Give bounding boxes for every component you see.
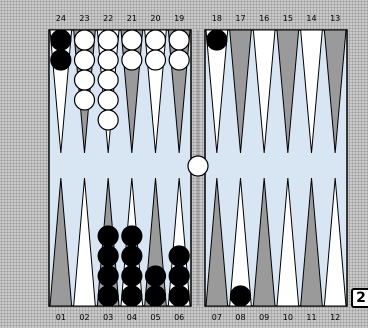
checker-white[interactable] — [144, 29, 167, 51]
point-07[interactable] — [205, 177, 229, 307]
checker-white[interactable] — [168, 29, 190, 51]
checker-black[interactable] — [97, 245, 119, 267]
checker-black[interactable] — [144, 285, 167, 307]
point-14[interactable] — [300, 29, 323, 154]
point-13[interactable] — [323, 29, 347, 154]
point-label-15: 15 — [283, 14, 293, 23]
checker-black[interactable] — [97, 285, 119, 307]
point-label-04: 04 — [127, 313, 137, 322]
checker-black[interactable] — [50, 49, 72, 71]
right-board-field — [204, 29, 348, 307]
point-17[interactable] — [229, 29, 252, 154]
checker-white[interactable] — [121, 29, 143, 51]
point-01[interactable] — [49, 177, 73, 307]
point-label-14: 14 — [306, 14, 316, 23]
checker-black[interactable] — [168, 285, 190, 307]
checker-white[interactable] — [97, 49, 119, 71]
checker-white[interactable] — [97, 69, 119, 91]
checker-black[interactable] — [206, 29, 228, 51]
left-board-field — [48, 29, 192, 307]
point-11[interactable] — [300, 177, 323, 307]
point-02[interactable] — [73, 177, 96, 307]
point-label-24: 24 — [56, 14, 66, 23]
checker-white[interactable] — [97, 89, 119, 111]
point-label-05: 05 — [150, 313, 160, 322]
checker-white[interactable] — [121, 49, 143, 71]
bar-checker-white[interactable] — [187, 155, 209, 177]
point-label-06: 06 — [174, 313, 184, 322]
checker-black[interactable] — [97, 265, 119, 287]
point-label-09: 09 — [259, 313, 269, 322]
point-label-12: 12 — [330, 313, 340, 322]
point-label-18: 18 — [212, 14, 222, 23]
checker-white[interactable] — [73, 69, 96, 91]
checker-black[interactable] — [168, 265, 190, 287]
checker-black[interactable] — [121, 225, 143, 247]
point-16[interactable] — [252, 29, 276, 154]
point-label-03: 03 — [103, 313, 113, 322]
checker-black[interactable] — [168, 245, 190, 267]
point-10[interactable] — [276, 177, 300, 307]
point-09[interactable] — [252, 177, 276, 307]
checker-black[interactable] — [50, 29, 72, 51]
checker-white[interactable] — [144, 49, 167, 71]
point-label-11: 11 — [306, 313, 316, 322]
point-label-01: 01 — [56, 313, 66, 322]
point-12[interactable] — [323, 177, 347, 307]
checker-white[interactable] — [97, 29, 119, 51]
checker-black[interactable] — [121, 265, 143, 287]
point-label-21: 21 — [127, 14, 137, 23]
doubling-cube[interactable]: 2 — [351, 288, 368, 308]
point-label-13: 13 — [330, 14, 340, 23]
point-label-23: 23 — [79, 14, 89, 23]
point-label-17: 17 — [235, 14, 245, 23]
checker-black[interactable] — [229, 285, 252, 307]
checker-white[interactable] — [73, 89, 96, 111]
checker-black[interactable] — [121, 285, 143, 307]
checker-white[interactable] — [73, 29, 96, 51]
point-label-19: 19 — [174, 14, 184, 23]
checker-white[interactable] — [97, 109, 119, 131]
point-label-08: 08 — [235, 313, 245, 322]
checker-black[interactable] — [97, 225, 119, 247]
point-label-20: 20 — [150, 14, 160, 23]
point-label-10: 10 — [283, 313, 293, 322]
point-15[interactable] — [276, 29, 300, 154]
point-label-02: 02 — [79, 313, 89, 322]
point-label-07: 07 — [212, 313, 222, 322]
checker-black[interactable] — [144, 265, 167, 287]
checker-white[interactable] — [73, 49, 96, 71]
point-label-22: 22 — [103, 14, 113, 23]
checker-white[interactable] — [168, 49, 190, 71]
point-label-16: 16 — [259, 14, 269, 23]
checker-black[interactable] — [121, 245, 143, 267]
doubling-cube-value: 2 — [356, 290, 366, 306]
